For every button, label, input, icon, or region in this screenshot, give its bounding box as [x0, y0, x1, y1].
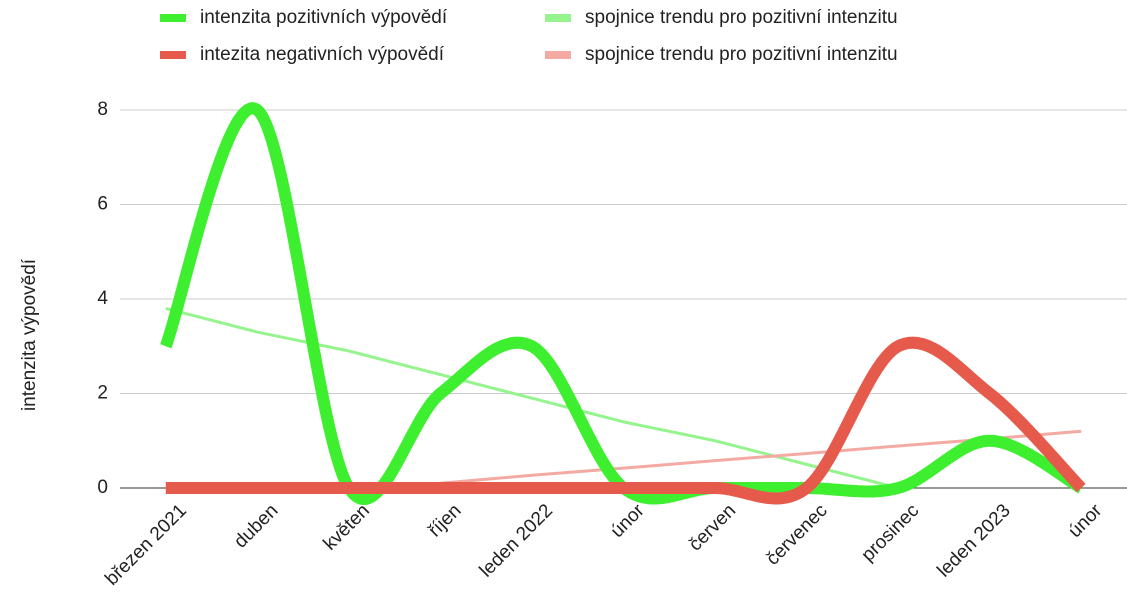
legend-label: spojnice trendu pro pozitivní intenzitu [585, 44, 898, 65]
legend-label: spojnice trendu pro pozitivní intenzitu [585, 7, 898, 28]
x-tick-label: prosinec [858, 500, 924, 566]
y-tick-label: 8 [97, 99, 108, 120]
x-tick-label: leden 2023 [933, 500, 1014, 581]
legend-label: intezita negativních výpovědí [200, 44, 445, 65]
x-tick-label: duben [230, 500, 282, 552]
data-line [165, 336, 1086, 505]
data-line [160, 102, 1085, 505]
x-tick-label: leden 2022 [476, 500, 557, 581]
legend-swatch [160, 51, 186, 59]
legend-swatch [545, 51, 571, 59]
y-tick-label: 6 [97, 194, 108, 215]
legend-swatch [160, 14, 186, 22]
legend-label: intenzita pozitivních výpovědí [200, 7, 448, 28]
x-tick-label: únor [1065, 500, 1107, 542]
y-axis-title: intenzita výpovědí [19, 258, 40, 411]
y-tick-label: 0 [97, 477, 108, 498]
legend-swatch [545, 14, 571, 22]
trend-line [165, 306, 899, 490]
x-tick-label: červen [685, 500, 740, 555]
x-tick-label: červenec [762, 500, 831, 569]
x-tick-label: únor [607, 500, 649, 542]
x-tick-label: květen [320, 500, 374, 554]
x-tick-label: březen 2021 [101, 500, 191, 590]
y-tick-label: 4 [97, 288, 108, 309]
x-tick-label: říjen [425, 500, 466, 541]
y-tick-label: 2 [97, 383, 108, 404]
